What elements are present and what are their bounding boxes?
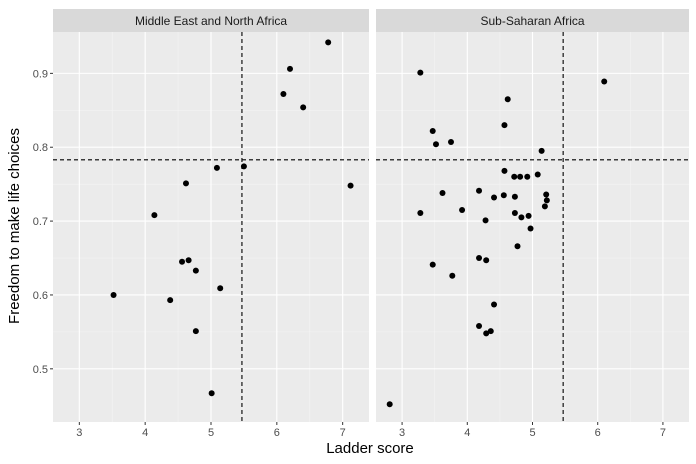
data-point (300, 104, 307, 111)
data-point (501, 122, 508, 129)
data-point (417, 69, 424, 76)
data-point (543, 197, 550, 204)
data-point (280, 91, 287, 98)
data-point (447, 139, 454, 146)
data-point (483, 330, 490, 337)
data-point (182, 180, 189, 187)
x-tick-label: 5 (529, 427, 535, 439)
data-point (110, 291, 117, 298)
data-point (476, 255, 483, 262)
y-tick-label: 0.9 (33, 68, 48, 80)
reference-lines (53, 32, 369, 422)
data-points (110, 39, 354, 397)
data-point (439, 190, 446, 197)
data-point (511, 209, 518, 216)
panel-title: Middle East and North Africa (135, 14, 287, 28)
y-tick-label: 0.5 (33, 364, 48, 376)
x-tick-label: 3 (76, 427, 82, 439)
data-point (541, 203, 548, 210)
panel-sub-saharan-africa: Sub-Saharan Africa (376, 9, 689, 422)
data-point (217, 285, 224, 292)
panel-title: Sub-Saharan Africa (480, 14, 584, 28)
data-point (167, 297, 174, 304)
data-point (429, 261, 436, 268)
data-point (287, 65, 293, 72)
y-tick-label: 0.6 (33, 290, 48, 302)
data-point (208, 390, 215, 397)
data-point (417, 209, 424, 216)
y-tick-label: 0.8 (33, 142, 48, 154)
strip-background (376, 9, 689, 32)
x-tick-label: 3 (399, 427, 405, 439)
data-point (483, 257, 490, 264)
reference-lines (376, 32, 689, 422)
data-point (517, 173, 524, 180)
x-axis-title: Ladder score (326, 440, 414, 457)
data-point (482, 217, 489, 224)
data-point (491, 301, 498, 308)
gridlines (53, 32, 369, 422)
data-point (525, 212, 532, 219)
x-tick-label: 4 (464, 427, 470, 439)
data-point (192, 328, 199, 335)
x-tick-label: 5 (208, 427, 214, 439)
data-point (487, 328, 494, 335)
data-point (386, 401, 393, 408)
data-point (501, 167, 508, 174)
x-axis-right: 3 4 5 6 7 (399, 422, 666, 439)
data-point (514, 243, 521, 250)
x-tick-label: 7 (660, 427, 666, 439)
data-point (476, 322, 483, 329)
data-point (151, 212, 158, 219)
y-tick-label: 0.7 (33, 216, 48, 228)
data-point (500, 192, 507, 199)
x-tick-label: 6 (274, 427, 280, 439)
data-point (527, 225, 534, 232)
data-point (347, 182, 354, 189)
data-point (432, 141, 439, 148)
data-points (386, 69, 608, 408)
data-point (524, 173, 531, 180)
data-point (491, 194, 498, 201)
data-point (459, 207, 466, 214)
strip-background (53, 9, 369, 32)
x-tick-label: 4 (142, 427, 148, 439)
x-tick-label: 7 (340, 427, 346, 439)
data-point (449, 272, 456, 279)
data-point (518, 214, 525, 221)
y-axis: 0.5 0.6 0.7 0.8 0.9 (33, 68, 53, 376)
gridlines (376, 32, 689, 422)
panel-middle-east-north-africa: Middle East and North Africa (53, 9, 369, 422)
data-point (534, 171, 541, 178)
data-point (325, 39, 332, 46)
x-axis-left: 3 4 5 6 7 (76, 422, 346, 439)
data-point (179, 258, 186, 265)
data-point (601, 78, 608, 85)
data-point (504, 96, 511, 103)
y-axis-title: Freedom to make life choices (6, 128, 23, 324)
data-point (185, 257, 192, 264)
data-point (476, 187, 483, 194)
data-point (511, 173, 518, 180)
data-point (429, 127, 436, 134)
data-point (213, 164, 220, 171)
data-point (543, 191, 550, 198)
data-point (511, 193, 518, 200)
x-tick-label: 6 (595, 427, 601, 439)
data-point (192, 267, 199, 274)
data-point (538, 147, 545, 154)
